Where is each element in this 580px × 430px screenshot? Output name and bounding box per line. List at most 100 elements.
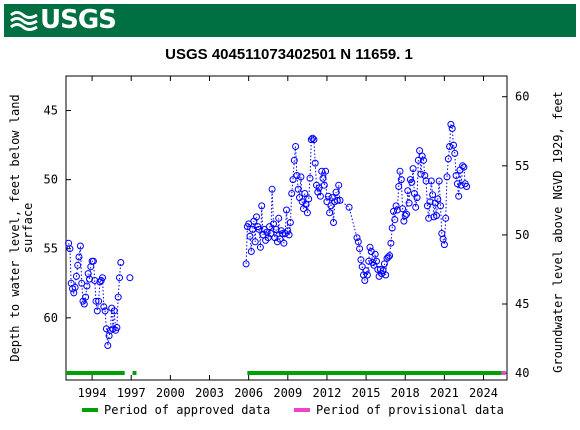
data-point xyxy=(297,173,305,181)
y-right-tick-label: 40 xyxy=(515,366,529,380)
data-point xyxy=(318,167,326,175)
data-point xyxy=(253,213,260,221)
data-point xyxy=(420,156,427,164)
data-point xyxy=(305,195,313,203)
data-point xyxy=(397,176,405,184)
data-point xyxy=(371,250,379,258)
series-line xyxy=(245,124,468,281)
data-point xyxy=(387,239,395,247)
data-point xyxy=(86,275,93,283)
data-point xyxy=(459,162,467,170)
plot-frame xyxy=(65,75,508,381)
axes-ticks: 1994 1997 2000 2003 2006 2009 2012 2015 2018 2021… xyxy=(44,76,529,400)
data-point xyxy=(66,245,74,253)
data-point xyxy=(302,201,310,208)
data-point xyxy=(403,210,410,218)
data-point xyxy=(104,342,112,349)
data-point xyxy=(416,147,424,155)
x-tick-label: 1994 xyxy=(78,386,107,400)
data-point xyxy=(82,293,90,301)
data-point xyxy=(247,248,255,255)
data-point xyxy=(316,192,324,200)
data-point xyxy=(412,203,420,211)
data-point xyxy=(363,271,371,279)
data-point xyxy=(275,214,283,222)
data-point xyxy=(76,242,84,250)
chart-title: USGS 404511073402501 N 11659. 1 xyxy=(165,46,413,63)
data-point xyxy=(373,257,380,265)
data-point xyxy=(417,170,425,178)
data-point xyxy=(399,205,407,213)
data-point xyxy=(333,196,341,204)
data-point xyxy=(405,199,413,207)
x-tick-label: 2000 xyxy=(156,386,185,400)
usgs-logo[interactable]: USGS xyxy=(10,5,117,35)
data-point xyxy=(92,297,100,305)
y-axis-left-label-line2: surface xyxy=(21,203,35,254)
data-point xyxy=(117,259,125,266)
data-point xyxy=(450,141,457,149)
data-point xyxy=(311,159,319,167)
data-point xyxy=(437,202,444,210)
data-point xyxy=(455,192,463,200)
legend: Period of approved data Period of provis… xyxy=(82,403,504,417)
y-right-tick-label: 45 xyxy=(515,297,529,311)
data-point xyxy=(453,180,461,188)
y-axis-left-label-line1: Depth to water level, feet below land xyxy=(8,94,22,361)
data-point xyxy=(290,156,298,164)
data-point xyxy=(75,253,83,261)
data-point xyxy=(251,238,259,246)
data-point xyxy=(390,207,397,215)
data-point xyxy=(95,297,103,305)
x-tick-label: 2015 xyxy=(352,386,381,400)
data-point xyxy=(463,183,471,190)
data-point xyxy=(110,307,118,315)
data-point xyxy=(393,206,401,214)
data-point xyxy=(270,220,277,228)
data-series xyxy=(65,120,471,349)
data-point xyxy=(322,167,330,175)
data-point xyxy=(276,235,284,243)
data-point xyxy=(386,252,394,260)
data-point xyxy=(382,271,390,279)
data-point xyxy=(324,192,332,200)
data-point xyxy=(425,214,433,222)
data-point xyxy=(116,274,123,282)
x-tick-label: 2003 xyxy=(195,386,224,400)
data-point xyxy=(335,181,343,189)
data-point xyxy=(71,283,79,291)
x-tick-label: 2021 xyxy=(430,386,459,400)
data-point xyxy=(446,143,454,150)
data-point xyxy=(113,324,121,331)
data-point xyxy=(448,125,456,132)
usgs-logo-text: USGS xyxy=(40,5,117,35)
data-point xyxy=(447,120,455,128)
data-point xyxy=(408,178,416,186)
data-point xyxy=(268,185,276,193)
data-point xyxy=(395,183,403,190)
data-point xyxy=(74,261,82,269)
data-point xyxy=(357,256,365,264)
x-tick-label: 2024 xyxy=(469,386,498,400)
data-point xyxy=(289,176,297,184)
data-point xyxy=(326,209,334,217)
x-tick-label: 2012 xyxy=(312,386,341,400)
data-point xyxy=(443,173,451,181)
data-point xyxy=(303,209,311,217)
data-point xyxy=(354,238,362,246)
data-point xyxy=(310,136,318,144)
data-point xyxy=(272,225,280,233)
data-point xyxy=(384,253,392,261)
data-point xyxy=(433,212,440,220)
data-point xyxy=(330,219,337,226)
data-point xyxy=(391,216,399,224)
y-left-tick-label: 60 xyxy=(44,311,58,325)
data-point xyxy=(414,156,422,164)
data-point xyxy=(256,243,264,251)
data-point xyxy=(356,245,364,253)
data-point xyxy=(242,260,250,268)
data-point xyxy=(292,143,300,150)
y-left-tick-label: 55 xyxy=(44,242,58,256)
data-point xyxy=(306,174,314,182)
